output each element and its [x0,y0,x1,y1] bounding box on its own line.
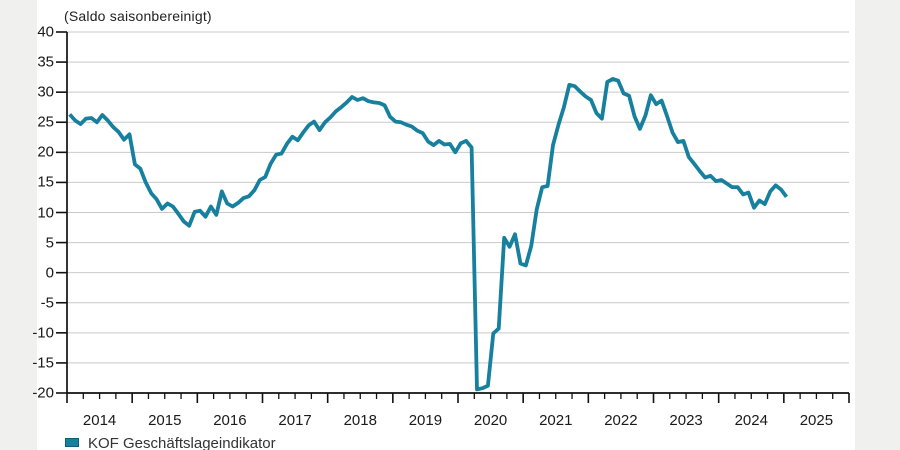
x-axis-year-label: 2021 [539,412,573,429]
x-axis-year-label: 2020 [473,412,508,429]
x-axis-year-label: 2014 [82,412,117,429]
y-axis-tick-label: -5 [40,294,54,312]
y-axis-tick-label: 40 [37,23,54,41]
x-axis-year-label: 2018 [343,412,377,429]
x-axis-year-label: 2025 [799,412,834,429]
x-axis-year-label: 2022 [604,412,638,429]
x-axis-year-label: 2024 [734,412,768,429]
y-axis-tick-label: 20 [37,143,54,161]
chart-subtitle: (Saldo saisonbereinigt) [64,8,212,24]
x-axis-year-label: 2015 [148,412,182,429]
y-axis-tick-label: -15 [32,354,54,372]
kof-indicator-line [68,77,789,392]
x-axis-year-label: 2019 [408,412,443,429]
y-axis-tick-label: 25 [37,113,54,131]
y-axis-tick-label: -10 [32,324,54,342]
right-gutter [855,0,900,450]
x-axis-year-label: 2023 [669,412,703,429]
y-axis-tick-label: 0 [45,264,54,282]
y-axis-tick-label: 35 [37,53,54,71]
legend-swatch-icon [65,438,79,447]
y-axis-tick-label: 10 [37,204,54,221]
legend-series-label: KOF Geschäftslageindikator [88,435,276,450]
left-gutter [0,0,37,450]
y-axis-tick-label: 30 [37,83,54,101]
x-axis-year-label: 2016 [213,412,247,429]
y-axis-tick-label: 5 [45,234,54,252]
x-axis-year-label: 2017 [278,412,312,429]
y-axis-tick-label: -20 [32,384,54,402]
y-axis-tick-label: 15 [37,173,54,191]
